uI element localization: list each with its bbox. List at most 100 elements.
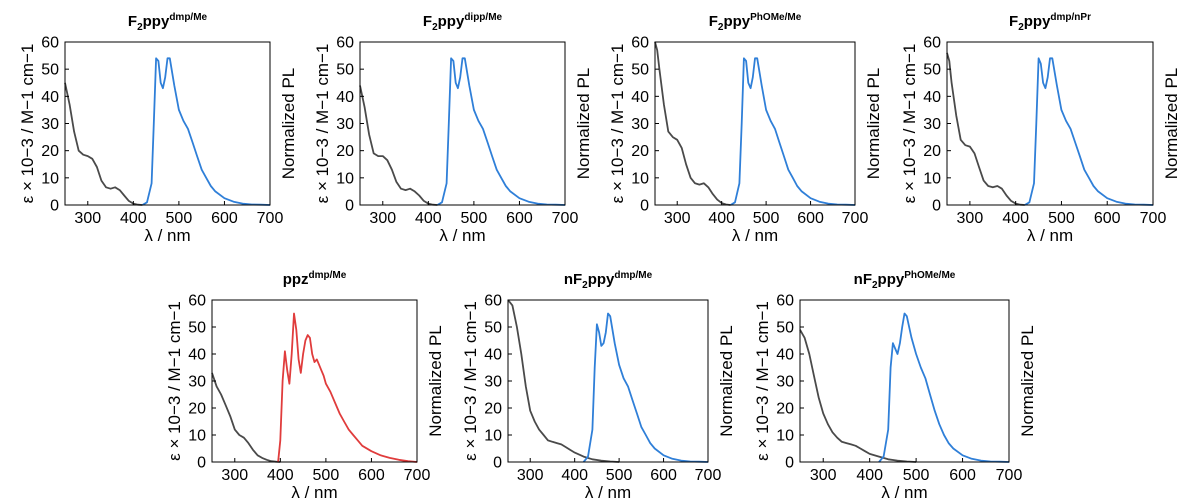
x-tick-label: 600 (797, 210, 824, 227)
x-tick-label: 700 (842, 210, 869, 227)
chart-title-sup: PhOMe/Me (904, 270, 956, 281)
y-tick-label: 60 (631, 35, 649, 52)
chart-panel: 300 400 500 600 700 0 10 20 30 40 50 60 λ / nm ε × 10… (753, 270, 1037, 502)
chart-title: ppzdmp/Me (283, 270, 347, 288)
absorption-curve (211, 372, 281, 463)
y-tick-label: 10 (631, 170, 649, 187)
plot-frame (359, 41, 566, 206)
y-tick-label: 60 (41, 35, 59, 52)
chart-title-base: F (709, 13, 718, 30)
x-axis-title: λ / nm (1027, 226, 1073, 245)
emission-curve (436, 57, 566, 206)
emission-curve (1024, 57, 1154, 206)
x-tick-label: 600 (506, 210, 533, 227)
y-tick-label: 50 (631, 62, 649, 79)
x-tick-label: 600 (358, 467, 385, 484)
y-tick-label: 60 (923, 35, 941, 52)
y-tick-label: 20 (336, 143, 354, 160)
chart-title: F2ppydipp/Me (423, 12, 503, 33)
chart-title-sub: 2 (137, 22, 143, 33)
x-axis-title: λ / nm (732, 226, 778, 245)
y-tick-label: 30 (188, 374, 206, 391)
x-tick-label: 500 (1048, 210, 1075, 227)
y-tick-label: 40 (923, 89, 941, 106)
x-axis-title: λ / nm (439, 226, 485, 245)
emission-curve (277, 312, 418, 463)
x-tick-label: 300 (369, 210, 396, 227)
x-tick-label: 600 (650, 467, 677, 484)
chart-panel: 300 400 500 600 700 0 10 20 30 40 50 60 λ / nm ε × 10… (900, 12, 1177, 245)
y-tick-label: 0 (493, 455, 502, 472)
chart-title: F2ppydmp/Me (128, 12, 208, 33)
y-tick-label: 30 (631, 116, 649, 133)
x-tick-label: 400 (415, 210, 442, 227)
chart-title-mid: ppy (723, 13, 750, 30)
y-tick-label: 30 (923, 116, 941, 133)
chart-panel: 300 400 500 600 700 0 10 20 30 40 50 60 λ / nm ε × 10… (165, 270, 445, 502)
chart-title-sup: PhOMe/Me (750, 12, 802, 23)
absorption-curve (799, 329, 917, 463)
y-tick-label: 0 (640, 198, 649, 215)
y-tick-label: 60 (776, 293, 794, 310)
x-tick-label: 500 (166, 210, 193, 227)
chart-title-mid: ppy (588, 271, 615, 288)
chart-title-sub: 2 (1018, 22, 1024, 33)
x-tick-label: 700 (1140, 210, 1167, 227)
x-tick-label: 700 (695, 467, 722, 484)
chart-title-sup: dmp/Me (169, 12, 207, 23)
y-tick-label: 20 (188, 401, 206, 418)
chart-title-mid: ppy (878, 271, 905, 288)
chart-title: nF2ppyPhOMe/Me (854, 270, 956, 291)
y-tick-label: 50 (188, 320, 206, 337)
y-axis-title-right: Normalized PL (426, 325, 445, 437)
y-tick-label: 20 (776, 401, 794, 418)
y-tick-label: 50 (923, 62, 941, 79)
absorption-curve (654, 41, 731, 206)
y-tick-label: 60 (484, 293, 502, 310)
y-tick-label: 20 (484, 401, 502, 418)
y-axis-title-left: ε × 10−3 / M−1 cm−1 (18, 44, 37, 204)
y-tick-label: 50 (41, 62, 59, 79)
y-tick-label: 0 (345, 198, 354, 215)
y-axis-title-right: Normalized PL (1018, 325, 1037, 437)
y-tick-label: 20 (923, 143, 941, 160)
x-tick-label: 300 (517, 467, 544, 484)
y-tick-label: 10 (188, 428, 206, 445)
x-tick-label: 400 (1002, 210, 1029, 227)
plot-frame (654, 41, 856, 206)
y-axis-title-left: ε × 10−3 / M−1 cm−1 (900, 44, 919, 204)
emission-curve (730, 57, 856, 206)
y-tick-label: 40 (484, 347, 502, 364)
x-tick-label: 300 (810, 467, 837, 484)
x-tick-label: 300 (221, 467, 248, 484)
chart-title: nF2ppydmp/Me (564, 270, 653, 291)
y-tick-label: 20 (41, 143, 59, 160)
x-tick-label: 400 (856, 467, 883, 484)
chart-panel: 300 400 500 600 700 0 10 20 30 40 50 60 λ / nm ε × 10… (18, 12, 298, 245)
x-tick-label: 500 (313, 467, 340, 484)
chart-title-sub: 2 (872, 280, 878, 291)
y-axis-title-right: Normalized PL (717, 325, 736, 437)
y-axis-title-left: ε × 10−3 / M−1 cm−1 (165, 301, 184, 461)
y-tick-label: 50 (484, 320, 502, 337)
chart-title: F2ppyPhOMe/Me (709, 12, 802, 33)
y-tick-label: 60 (336, 35, 354, 52)
chart-title-sup: dmp/nPr (1050, 12, 1091, 23)
chart-title-sup: dmp/Me (614, 270, 652, 281)
emission-curve (878, 312, 1010, 463)
emission-curve (141, 57, 271, 206)
y-axis-title-left: ε × 10−3 / M−1 cm−1 (461, 301, 480, 461)
chart-title-sub: 2 (432, 22, 438, 33)
y-tick-label: 20 (631, 143, 649, 160)
chart-title-base: F (128, 13, 137, 30)
y-tick-label: 10 (41, 170, 59, 187)
x-axis-title: λ / nm (585, 483, 631, 502)
x-tick-label: 400 (561, 467, 588, 484)
y-tick-label: 0 (50, 198, 59, 215)
y-tick-label: 30 (484, 374, 502, 391)
chart-title-mid: ppy (143, 13, 170, 30)
y-axis-title-right: Normalized PL (279, 68, 298, 180)
x-tick-label: 400 (708, 210, 735, 227)
y-tick-label: 30 (776, 374, 794, 391)
